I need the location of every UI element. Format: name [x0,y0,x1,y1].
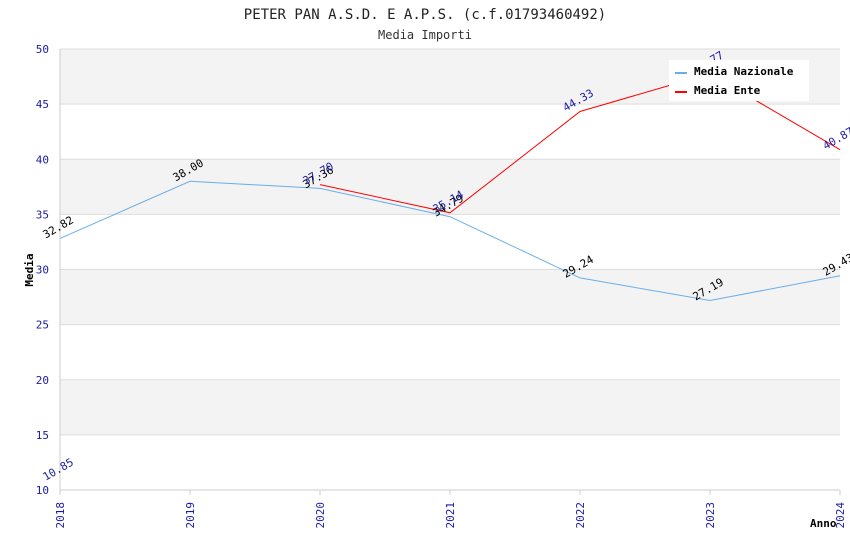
plot-band [60,159,840,215]
plot-band [60,269,840,325]
y-axis-label: Media [23,253,36,286]
plot-band [60,104,840,160]
plot-band [60,214,840,270]
x-tick-label: 2020 [314,502,327,529]
x-tick-label: 2022 [574,502,587,529]
y-tick-label: 25 [36,319,49,332]
y-tick-label: 15 [36,429,49,442]
x-tick-label: 2018 [54,502,67,529]
plot-band [60,434,840,490]
x-tick-label: 2023 [704,502,717,529]
y-tick-label: 30 [36,264,49,277]
plot-band [60,324,840,380]
y-tick-label: 10 [36,484,49,497]
y-tick-label: 40 [36,153,49,166]
legend-label-nazionale: Media Nazionale [694,65,794,78]
legend-box [669,60,809,101]
x-tick-label: 2019 [184,502,197,529]
chart-title: PETER PAN A.S.D. E A.P.S. (c.f.017934604… [244,7,606,23]
plot-band [60,379,840,435]
y-tick-label: 50 [36,43,49,56]
y-tick-label: 20 [36,374,49,387]
x-tick-label: 2024 [834,502,847,529]
x-tick-label: 2021 [444,502,457,529]
legend-label-ente: Media Ente [694,84,761,97]
series-line-0 [59,180,841,302]
y-tick-label: 35 [36,208,49,221]
legend: Media Nazionale Media Ente [669,60,809,101]
chart-subtitle: Media Importi [378,28,472,42]
y-tick-label: 45 [36,98,49,111]
x-axis-label: Anno [810,517,837,530]
